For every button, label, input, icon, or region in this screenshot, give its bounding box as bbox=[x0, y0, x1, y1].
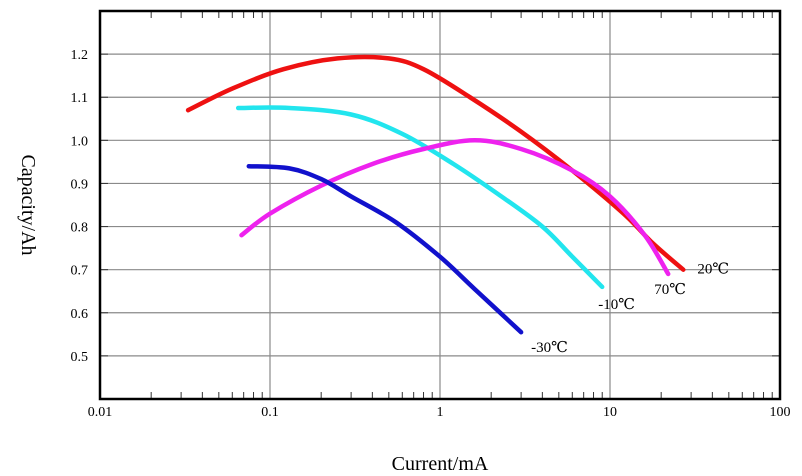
y-tick-label: 1.2 bbox=[71, 48, 89, 63]
y-tick-label: 0.9 bbox=[71, 177, 89, 192]
series-label: 20℃ bbox=[697, 262, 729, 278]
y-tick-label: 0.8 bbox=[71, 221, 89, 236]
y-tick-label: 1.1 bbox=[71, 91, 89, 106]
grid bbox=[100, 11, 780, 399]
series-line bbox=[235, 105, 605, 290]
x-tick-label: 0.01 bbox=[88, 405, 113, 420]
y-tick-label: 0.7 bbox=[71, 264, 89, 279]
series-line bbox=[185, 54, 686, 272]
series-label: -10℃ bbox=[598, 297, 635, 313]
series-labels: 20℃ -10℃ 70℃ -30℃ bbox=[531, 262, 729, 357]
plot-frame bbox=[98, 9, 782, 401]
y-axis-title: Capacity/Ah bbox=[17, 154, 39, 255]
x-tick-labels: 0.01 0.1 1 10 100 bbox=[88, 405, 791, 420]
series-lines bbox=[185, 54, 686, 335]
x-tick-label: 10 bbox=[603, 405, 617, 420]
x-tick-label: 1 bbox=[437, 405, 444, 420]
x-axis-title: Current/mA bbox=[392, 453, 489, 475]
x-tick-label: 100 bbox=[770, 405, 791, 420]
y-tick-label: 1.0 bbox=[71, 134, 89, 149]
y-tick-label: 0.6 bbox=[71, 307, 89, 322]
y-tick-label: 0.5 bbox=[71, 350, 89, 365]
series-label: -30℃ bbox=[531, 340, 568, 356]
series-line bbox=[246, 163, 524, 335]
series-label: 70℃ bbox=[654, 282, 686, 298]
x-tick-label: 0.1 bbox=[261, 405, 279, 420]
y-tick-labels: 0.5 0.6 0.7 0.8 0.9 1.0 1.1 1.2 bbox=[71, 48, 89, 365]
series-line bbox=[239, 138, 671, 277]
